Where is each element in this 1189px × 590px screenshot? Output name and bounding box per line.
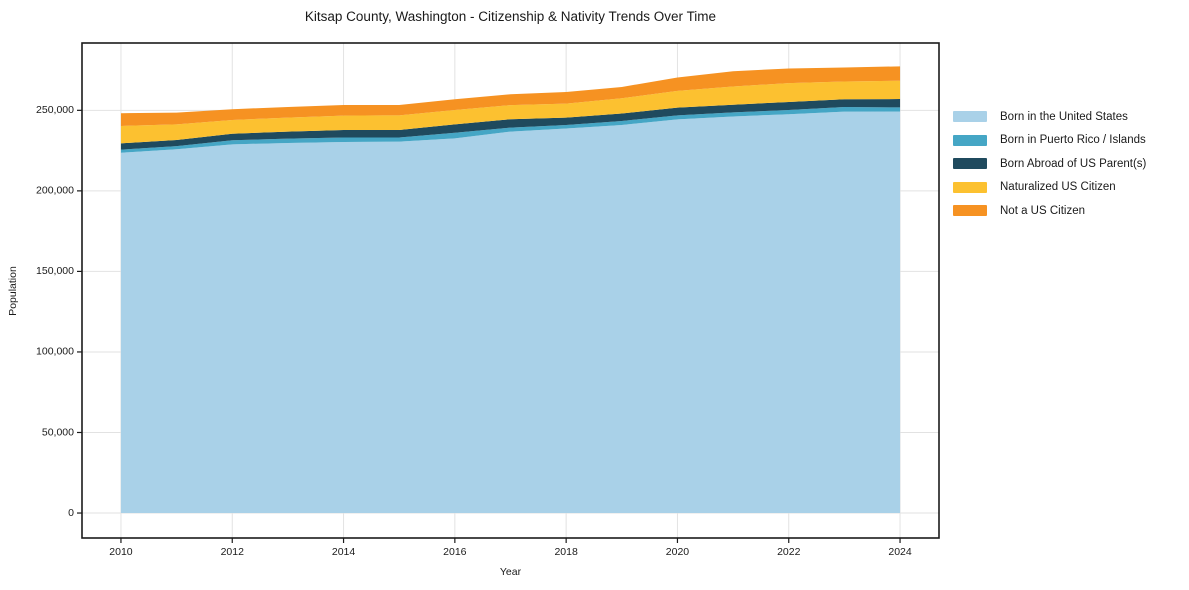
- legend-label: Not a US Citizen: [1000, 204, 1086, 217]
- x-tick-label: 2012: [221, 546, 245, 558]
- legend-item-born-us: Born in the United States: [953, 105, 1146, 129]
- legend-item-naturalized: Naturalized US Citizen: [953, 176, 1146, 200]
- legend-label: Born Abroad of US Parent(s): [1000, 157, 1147, 170]
- area-series-3: [120, 80, 901, 144]
- x-tick-label: 2014: [332, 546, 356, 558]
- area-series-0: [120, 111, 901, 514]
- plot-border: [81, 42, 940, 539]
- y-tick-label: 200,000: [36, 185, 74, 197]
- area-series-2: [120, 99, 901, 150]
- legend-item-born-abroad: Born Abroad of US Parent(s): [953, 152, 1146, 176]
- y-tick-label: 250,000: [36, 104, 74, 116]
- legend-swatch-icon: [953, 111, 987, 123]
- legend-swatch-icon: [953, 134, 987, 146]
- y-tick-label: 0: [68, 507, 74, 519]
- legend-item-not-citizen: Not a US Citizen: [953, 199, 1146, 223]
- legend-label: Born in Puerto Rico / Islands: [1000, 134, 1146, 147]
- area-series-4: [120, 66, 901, 126]
- legend-swatch-icon: [953, 181, 987, 193]
- x-tick-label: 2024: [888, 546, 912, 558]
- x-tick-label: 2018: [554, 546, 578, 558]
- legend: Born in the United States Born in Puerto…: [953, 105, 1146, 223]
- legend-item-puerto-rico-islands: Born in Puerto Rico / Islands: [953, 129, 1146, 153]
- chart-title: Kitsap County, Washington - Citizenship …: [304, 9, 717, 24]
- x-tick-label: 2022: [777, 546, 801, 558]
- legend-label: Born in the United States: [1000, 110, 1128, 123]
- area-series-1: [120, 106, 901, 153]
- legend-swatch-icon: [953, 158, 987, 170]
- legend-label: Naturalized US Citizen: [1000, 181, 1116, 194]
- x-tick-label: 2010: [109, 546, 133, 558]
- y-tick-label: 50,000: [42, 426, 74, 438]
- x-axis-label: Year: [499, 566, 522, 578]
- y-tick-label: 150,000: [36, 265, 74, 277]
- x-tick-label: 2020: [666, 546, 690, 558]
- x-tick-label: 2016: [443, 546, 467, 558]
- y-tick-label: 100,000: [36, 346, 74, 358]
- legend-swatch-icon: [953, 205, 987, 217]
